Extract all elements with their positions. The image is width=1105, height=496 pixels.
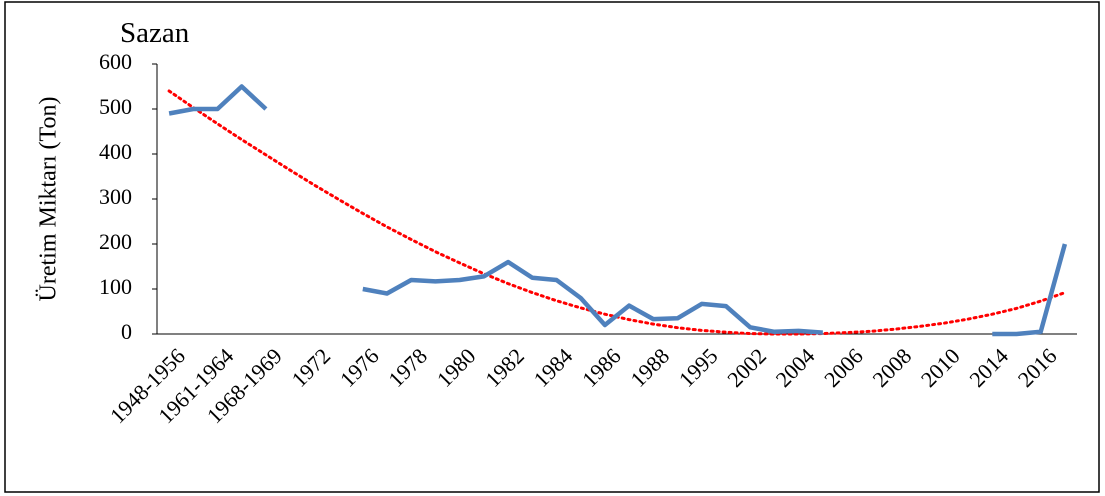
y-tick-label: 300 [99,184,132,209]
chart-frame [4,1,1100,493]
chart-title: Sazan [120,17,190,49]
y-tick-label: 500 [99,94,132,119]
y-tick-label: 200 [99,229,132,254]
y-axis-label: Üretim Miktarı (Ton) [36,97,62,302]
y-tick-label: 600 [99,49,132,74]
y-tick-label: 400 [99,139,132,164]
y-tick-label: 100 [99,274,132,299]
data-line [168,84,1068,337]
y-tick-label: 0 [121,319,132,344]
